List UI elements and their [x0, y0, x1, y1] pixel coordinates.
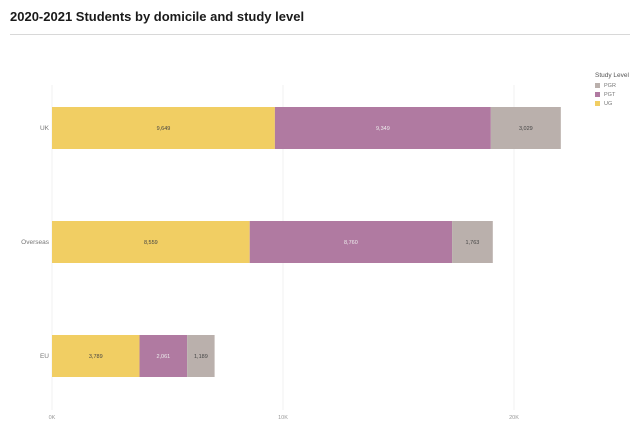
category-label: EU: [40, 353, 49, 360]
legend-swatch-pgr: [595, 83, 600, 88]
legend: Study Level PGR PGT UG: [595, 72, 629, 108]
bar-segment-ug: [52, 107, 275, 149]
labels: 0K 10K 20K UK 9,649 9,349 3,029 Overseas 8,559 8,…: [21, 125, 533, 421]
bar-segment-pgr: [452, 221, 493, 263]
legend-swatch-ug: [595, 101, 600, 106]
bar-segment-pgt: [139, 335, 188, 377]
legend-item-pgt[interactable]: PGT: [595, 90, 629, 99]
x-tick-label: 20K: [509, 415, 519, 421]
data-label: 3,029: [519, 126, 533, 132]
data-label: 1,189: [194, 354, 208, 360]
data-label: 9,349: [376, 126, 390, 132]
bar-segment-ug: [52, 221, 250, 263]
legend-item-ug[interactable]: UG: [595, 99, 629, 108]
bar-segment-pgr: [187, 335, 215, 377]
data-label: 1,763: [466, 240, 480, 246]
data-label: 9,649: [157, 126, 171, 132]
data-label: 8,559: [144, 240, 158, 246]
data-label: 3,789: [89, 354, 103, 360]
x-tick-label: 0K: [49, 415, 56, 421]
chart-title: 2020-2021 Students by domicile and study…: [10, 9, 305, 24]
bars: [52, 107, 561, 377]
data-label: 8,760: [344, 240, 358, 246]
bar-segment-pgr: [490, 107, 561, 149]
legend-swatch-pgt: [595, 92, 600, 97]
category-label: UK: [40, 125, 50, 132]
x-tick-label: 10K: [278, 415, 288, 421]
legend-title: Study Level: [595, 72, 629, 79]
bar-segment-pgt: [249, 221, 453, 263]
data-label: 2,061: [156, 354, 170, 360]
bar-segment-pgt: [274, 107, 491, 149]
legend-label-pgt: PGT: [604, 91, 616, 98]
legend-item-pgr[interactable]: PGR: [595, 81, 629, 90]
title-divider: [10, 34, 630, 35]
category-label: Overseas: [21, 239, 50, 246]
legend-label-pgr: PGR: [604, 82, 616, 89]
legend-label-ug: UG: [604, 100, 613, 107]
bar-segment-ug: [52, 335, 140, 377]
